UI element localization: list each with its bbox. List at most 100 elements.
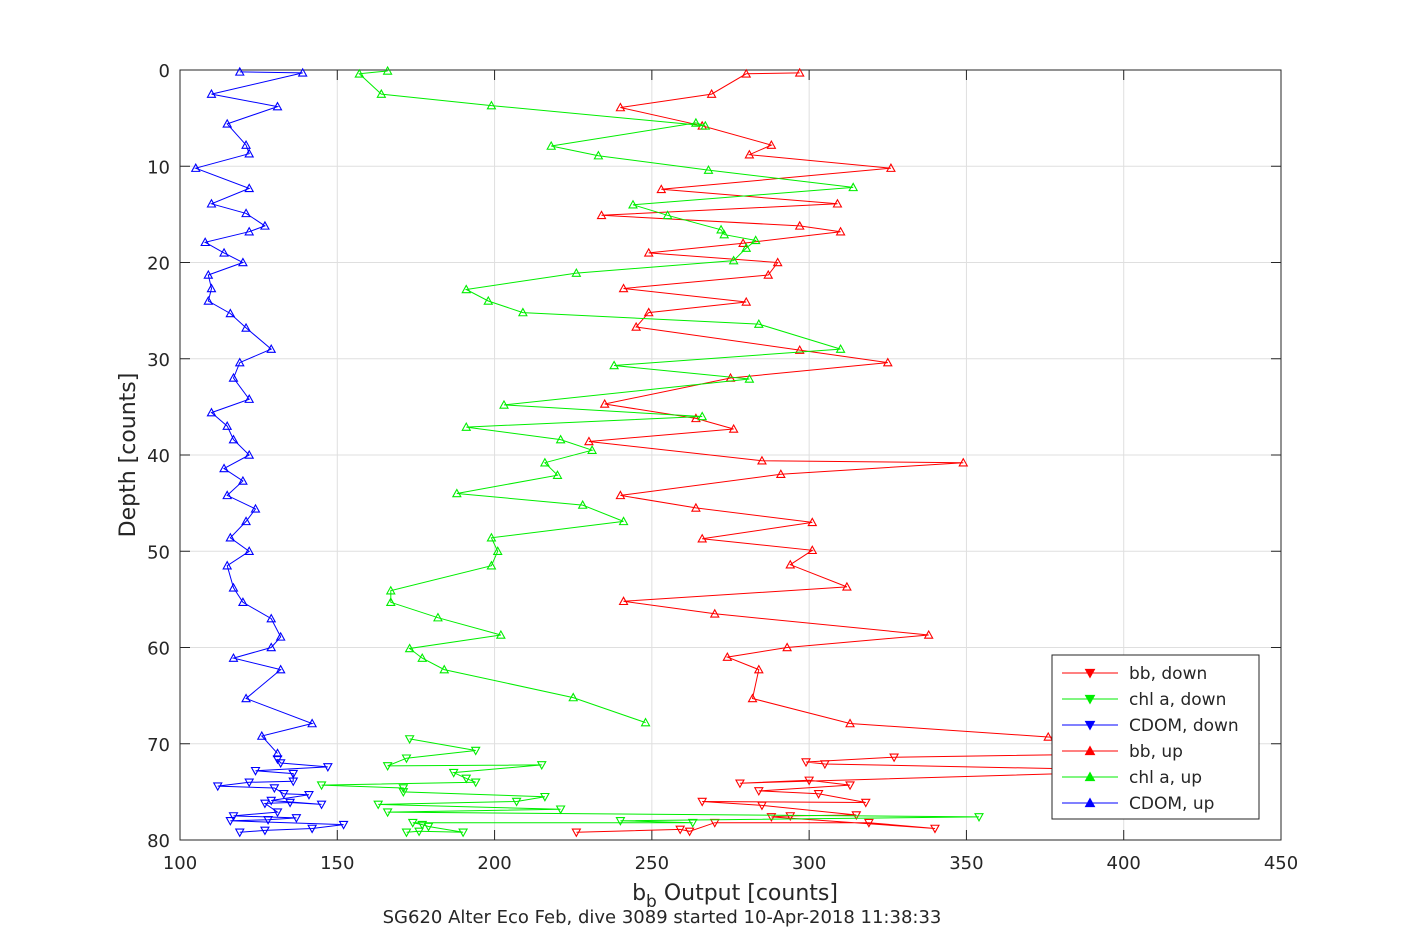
data-point — [741, 68, 752, 78]
data-point — [250, 503, 261, 513]
data-point — [203, 295, 214, 305]
data-point — [190, 163, 201, 172]
data-point — [807, 545, 818, 555]
data-point — [470, 746, 481, 756]
series-3 — [584, 67, 1161, 746]
data-point — [461, 774, 472, 784]
data-point — [841, 581, 852, 591]
data-point — [234, 357, 245, 367]
data-point — [536, 761, 547, 771]
data-point — [492, 546, 503, 556]
x-axis-label-rest: Output [counts] — [657, 881, 838, 906]
data-point — [618, 516, 629, 526]
data-point — [376, 88, 387, 98]
data-point — [599, 398, 610, 408]
data-point — [244, 183, 255, 193]
data-point — [470, 778, 481, 788]
data-point — [256, 730, 267, 740]
data-point — [259, 220, 270, 230]
data-point — [275, 664, 286, 674]
data-point — [373, 800, 384, 810]
series-layer — [190, 65, 1167, 838]
data-point — [461, 284, 472, 294]
data-point — [753, 664, 764, 674]
data-point — [244, 394, 255, 403]
data-point — [316, 800, 327, 810]
data-point — [675, 825, 686, 835]
data-point — [835, 343, 846, 353]
y-tick-label: 50 — [147, 542, 170, 563]
data-point — [486, 560, 497, 570]
x-tick-label: 350 — [949, 853, 983, 874]
data-point — [404, 735, 415, 745]
data-point — [219, 247, 229, 257]
data-point — [417, 820, 428, 830]
x-tick-label: 450 — [1264, 853, 1298, 874]
x-tick-label: 200 — [477, 853, 511, 874]
data-point — [439, 664, 450, 674]
data-point — [700, 120, 711, 130]
data-point — [804, 776, 815, 786]
data-point — [584, 436, 594, 446]
data-point — [228, 812, 239, 822]
legend-swatch-marker — [1084, 745, 1096, 756]
data-point — [885, 163, 896, 172]
series-5 — [190, 66, 318, 758]
data-point — [222, 490, 233, 500]
data-point — [272, 748, 283, 758]
data-point — [206, 283, 217, 293]
data-point — [266, 642, 277, 652]
data-point — [203, 269, 214, 279]
data-point — [615, 490, 626, 500]
data-point — [690, 502, 701, 512]
data-point — [728, 255, 739, 265]
data-point — [571, 828, 582, 838]
legend: bb, down chl a, down CDOM, down bb, up chl a… — [1051, 654, 1260, 820]
data-point — [237, 257, 248, 267]
y-tick-label: 0 — [159, 61, 170, 82]
data-point — [225, 532, 236, 542]
legend-entry: bb, down — [1062, 664, 1207, 684]
data-point — [738, 238, 749, 247]
data-point — [407, 818, 418, 828]
data-point — [930, 824, 940, 834]
data-point — [244, 778, 255, 788]
data-point — [288, 769, 299, 779]
data-point — [643, 247, 654, 257]
data-point — [782, 642, 793, 652]
data-point — [813, 790, 824, 799]
data-point — [517, 307, 528, 317]
data-point — [709, 608, 720, 618]
data-point — [741, 242, 752, 252]
legend-label: bb, down — [1129, 664, 1207, 684]
data-point — [322, 763, 333, 772]
data-point — [458, 828, 469, 838]
data-point — [486, 100, 497, 110]
legend-swatch-marker — [1084, 720, 1096, 731]
data-point — [596, 210, 607, 220]
legend-box — [1051, 654, 1260, 820]
data-point — [628, 199, 638, 209]
data-point — [219, 463, 229, 473]
data-point — [766, 139, 777, 149]
data-point — [206, 88, 217, 98]
data-point — [703, 164, 714, 174]
data-point — [958, 457, 969, 467]
data-point — [974, 813, 984, 823]
data-point — [807, 517, 818, 527]
data-point — [609, 360, 620, 370]
data-point — [687, 818, 698, 828]
data-point — [848, 182, 859, 192]
data-point — [546, 140, 557, 150]
x-tick-label: 400 — [1107, 853, 1141, 874]
data-point — [307, 718, 318, 728]
data-point — [404, 643, 415, 653]
legend-entry: chl a, up — [1062, 768, 1202, 788]
data-point — [275, 759, 286, 769]
legend-swatch-marker — [1084, 771, 1096, 782]
data-point — [741, 296, 752, 306]
data-point — [923, 629, 934, 639]
data-point — [766, 813, 777, 823]
data-point — [486, 532, 497, 542]
data-point — [304, 791, 314, 800]
